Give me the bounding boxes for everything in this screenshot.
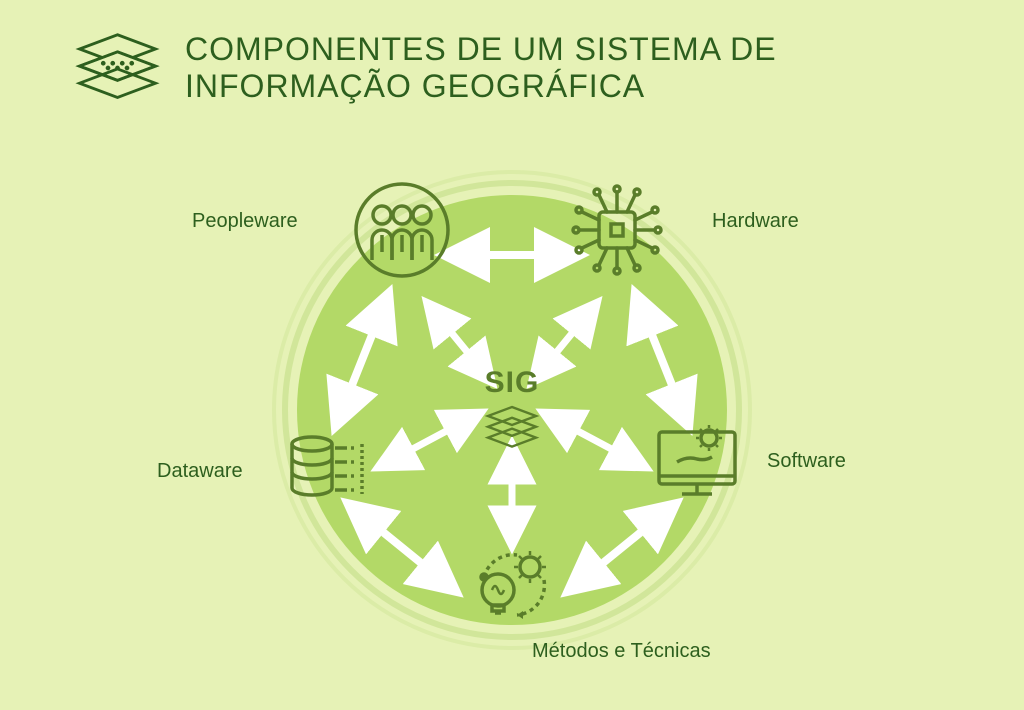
center-node: SIG: [482, 366, 542, 454]
node-label-software: Software: [767, 450, 846, 473]
database-icon: [277, 420, 377, 520]
bulb-gear-icon: [462, 535, 562, 635]
monitor-icon: [647, 410, 747, 510]
title-line2: INFORMAÇÃO GEOGRÁFICA: [185, 68, 777, 105]
chip-icon: [567, 180, 667, 280]
node-label-methods: Métodos e Técnicas: [532, 640, 711, 663]
node-label-peopleware: Peopleware: [192, 210, 298, 233]
node-label-hardware: Hardware: [712, 210, 799, 233]
center-label: SIG: [482, 366, 542, 400]
node-software: [647, 410, 747, 510]
layers-icon: [482, 404, 542, 454]
node-peopleware: [352, 180, 452, 280]
people-icon: [352, 180, 452, 280]
layers-icon: [70, 30, 165, 105]
page-title: COMPONENTES DE UM SISTEMA DE INFORMAÇÃO …: [185, 31, 777, 105]
header: COMPONENTES DE UM SISTEMA DE INFORMAÇÃO …: [70, 30, 777, 105]
node-hardware: [567, 180, 667, 280]
node-label-dataware: Dataware: [157, 460, 243, 483]
node-methods: [462, 535, 562, 635]
title-line1: COMPONENTES DE UM SISTEMA DE: [185, 31, 777, 68]
sig-diagram: SIG Peopleware: [212, 110, 812, 710]
node-dataware: [277, 420, 377, 520]
